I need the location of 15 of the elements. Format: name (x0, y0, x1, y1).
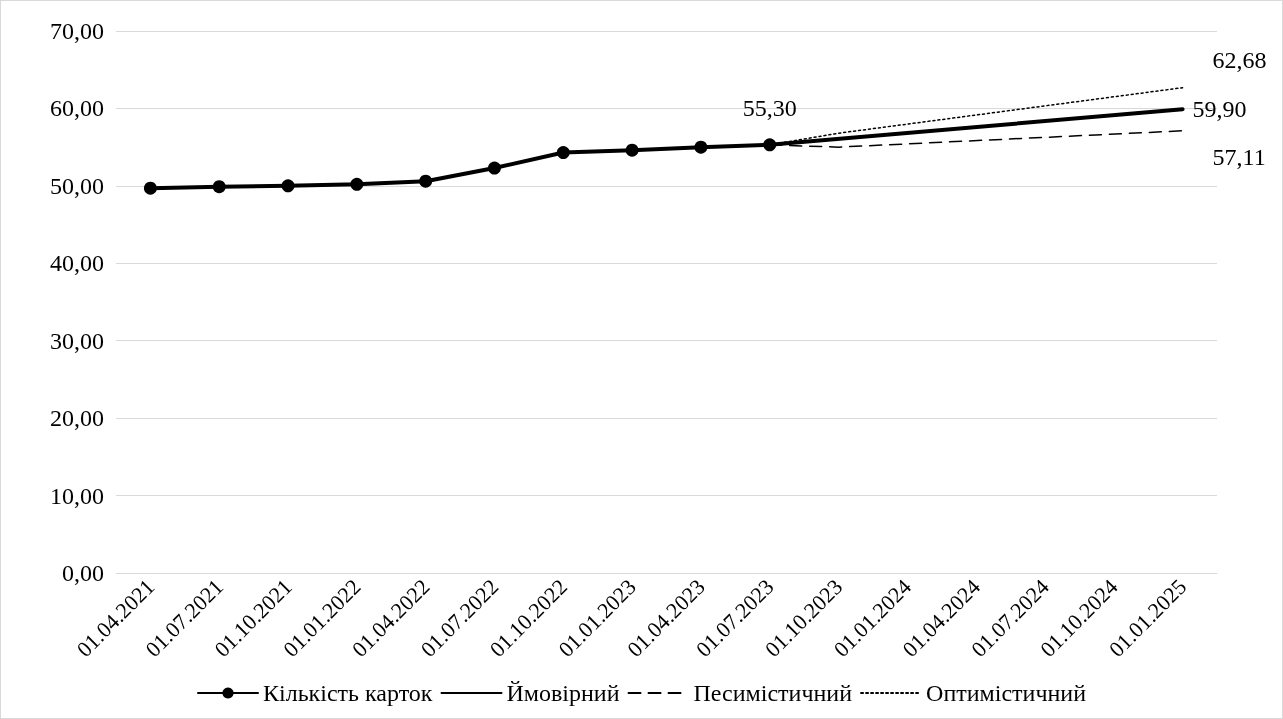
y-tick-label: 50,00 (50, 172, 104, 199)
legend-label: Оптимістичний (926, 680, 1087, 706)
y-tick-label: 40,00 (50, 250, 104, 277)
legend-label: Песимістичний (693, 680, 853, 706)
legend-label: Кількість карток (263, 680, 433, 706)
data-label: 62,68 (1212, 46, 1267, 73)
y-tick-label: 70,00 (50, 18, 104, 44)
data-label: 55,30 (742, 95, 797, 122)
data-label: 59,90 (1192, 96, 1247, 123)
y-tick-label: 60,00 (50, 95, 104, 122)
data-label: 57,11 (1212, 143, 1266, 170)
y-tick-label: 20,00 (50, 405, 104, 432)
y-tick-label: 10,00 (50, 482, 104, 509)
y-tick-label: 30,00 (50, 327, 104, 354)
legend-label: Ймовірний (506, 680, 620, 706)
